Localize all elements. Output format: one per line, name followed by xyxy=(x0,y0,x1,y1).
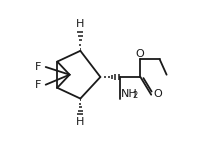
Text: F: F xyxy=(35,62,41,72)
Text: O: O xyxy=(135,49,144,59)
Text: F: F xyxy=(35,80,41,90)
Text: H: H xyxy=(76,19,85,29)
Text: H: H xyxy=(76,117,85,127)
Text: NH: NH xyxy=(121,89,138,99)
Text: 2: 2 xyxy=(132,91,138,100)
Text: O: O xyxy=(153,89,162,99)
